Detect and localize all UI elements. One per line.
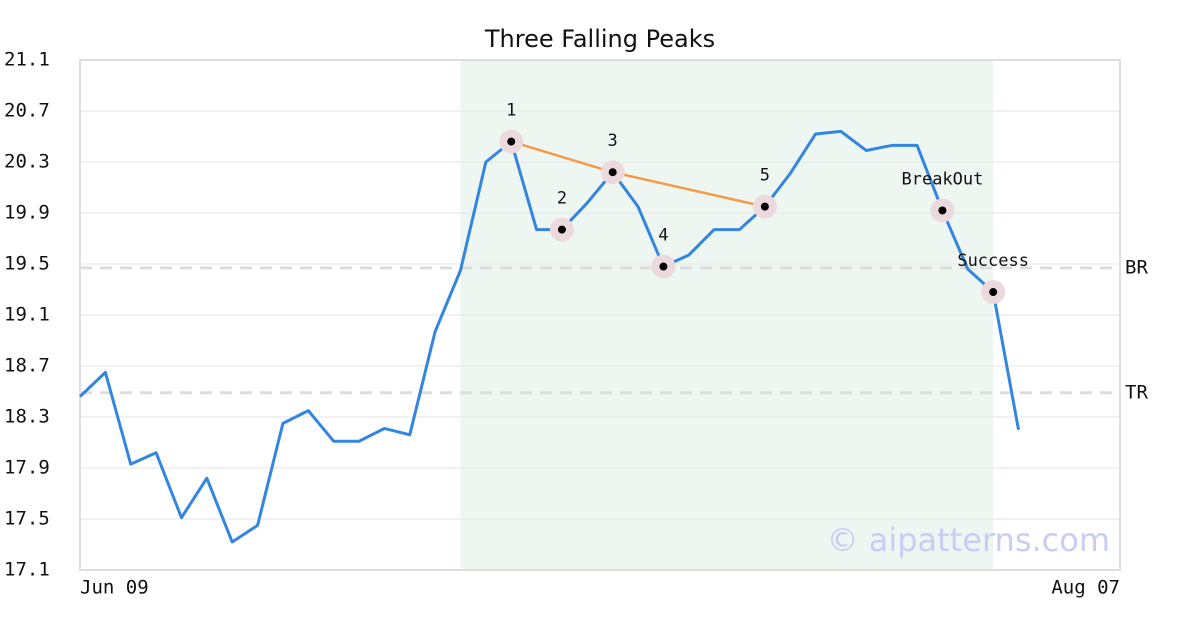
annotation-label: BreakOut	[901, 169, 983, 189]
y-tick-label: 17.1	[4, 559, 50, 581]
annotation-label: 2	[557, 189, 567, 209]
y-tick-label: 19.5	[4, 253, 50, 275]
point-marker	[989, 288, 998, 297]
y-tick-label: 19.1	[4, 304, 50, 326]
annotation-label: 5	[760, 166, 770, 186]
annotation-label: 4	[658, 226, 668, 246]
point-marker	[608, 168, 617, 177]
chart-title: Three Falling Peaks	[484, 25, 715, 53]
x-tick-label: Aug 07	[1051, 577, 1120, 599]
watermark: © aipatterns.com	[827, 521, 1110, 559]
plot-frame	[79, 59, 1121, 571]
annotation-label: 1	[506, 101, 516, 121]
x-tick-label: Jun 09	[80, 577, 149, 599]
level-label: TR	[1125, 381, 1148, 403]
point-marker	[760, 202, 769, 211]
level-label: BR	[1125, 256, 1148, 278]
annotation-label: 3	[608, 131, 618, 151]
point-marker	[938, 206, 947, 215]
y-tick-label: 19.9	[4, 202, 50, 224]
point-marker	[507, 137, 516, 146]
y-tick-label: 17.5	[4, 508, 50, 530]
y-tick-label: 20.7	[4, 100, 50, 122]
y-tick-label: 20.3	[4, 151, 50, 173]
point-marker	[659, 262, 668, 271]
y-tick-label: 21.1	[4, 49, 50, 71]
annotation-label: Success	[957, 251, 1029, 271]
point-marker	[557, 225, 566, 234]
y-tick-label: 17.9	[4, 457, 50, 479]
price-line	[78, 129, 1021, 544]
y-tick-label: 18.7	[4, 355, 50, 377]
y-tick-label: 18.3	[4, 406, 50, 428]
